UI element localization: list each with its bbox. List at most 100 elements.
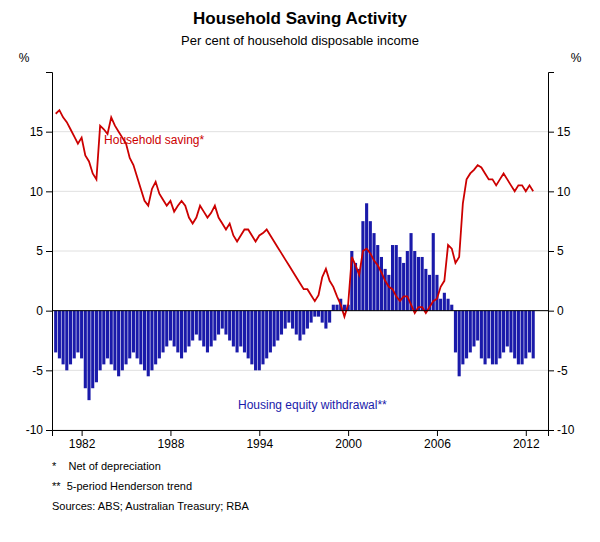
axis: -10-5051015 — [548, 73, 575, 438]
tick-mark — [548, 132, 554, 133]
bar — [169, 311, 172, 341]
bar — [113, 311, 116, 371]
grid-line — [52, 370, 548, 371]
tick: -5 — [32, 364, 52, 378]
bar — [291, 311, 294, 329]
bar — [62, 311, 65, 365]
tick: -10 — [548, 423, 575, 437]
bar — [387, 275, 390, 311]
bar — [236, 311, 239, 353]
bar — [265, 311, 268, 359]
bar — [258, 311, 261, 371]
bar — [124, 311, 127, 365]
tick: 5 — [36, 244, 52, 258]
bar — [528, 311, 531, 353]
bar — [76, 311, 79, 353]
tick-mark — [548, 191, 554, 192]
bar — [87, 311, 90, 401]
bar — [491, 311, 494, 365]
chart-svg: Household Saving ActivityPer cent of hou… — [0, 0, 600, 542]
axis-line — [46, 73, 53, 431]
tick-label: 5 — [36, 244, 43, 258]
axis-line — [53, 431, 549, 437]
line — [56, 110, 533, 316]
bar — [165, 311, 168, 347]
tick-label: -5 — [32, 364, 43, 378]
tick: 15 — [30, 125, 52, 139]
bar — [335, 305, 338, 311]
tick: -5 — [548, 364, 568, 378]
bar — [150, 311, 153, 371]
bar — [413, 251, 416, 311]
bar — [332, 305, 335, 311]
bar — [287, 311, 290, 323]
bar — [506, 311, 509, 347]
tick: 1988 — [158, 430, 185, 451]
bar — [472, 311, 475, 347]
bar — [206, 311, 209, 353]
tick: 1982 — [69, 430, 96, 451]
tick-label: -10 — [26, 423, 44, 437]
axis-line — [549, 73, 555, 431]
bar — [132, 311, 135, 353]
bar — [295, 311, 298, 335]
bar-series — [54, 203, 535, 400]
bar — [117, 311, 120, 377]
bar — [232, 311, 235, 347]
bar — [443, 293, 446, 311]
bar — [221, 311, 224, 329]
grid — [52, 132, 548, 430]
bar — [372, 233, 375, 311]
zero-line — [52, 310, 548, 311]
tick: 0 — [36, 304, 52, 318]
bar — [176, 311, 179, 353]
grid-line — [52, 251, 548, 252]
tick: 15 — [548, 125, 571, 139]
tick: 2006 — [424, 430, 451, 451]
marks — [54, 110, 535, 400]
tick-label: 0 — [557, 304, 564, 318]
bar — [498, 311, 501, 359]
tick-mark — [46, 251, 52, 252]
bar — [321, 311, 324, 323]
bar — [465, 311, 468, 359]
tick-mark — [170, 430, 171, 436]
bar — [250, 311, 253, 365]
bar — [228, 311, 231, 341]
tick-label: 1988 — [158, 437, 185, 451]
bar — [502, 311, 505, 353]
tick: 10 — [30, 185, 52, 199]
tick-mark — [259, 430, 260, 436]
bar — [513, 311, 516, 359]
bar — [532, 311, 535, 359]
tick: 2012 — [513, 430, 540, 451]
bar — [439, 299, 442, 311]
tick-label: 10 — [557, 185, 571, 199]
bar — [313, 311, 316, 317]
tick-mark — [548, 370, 554, 371]
bar — [476, 311, 479, 341]
tick-mark — [526, 430, 527, 436]
bar — [447, 299, 450, 311]
tick-mark — [548, 311, 554, 312]
bar — [302, 311, 305, 335]
bar — [128, 311, 131, 359]
tick-mark — [46, 311, 52, 312]
bar — [409, 233, 412, 311]
bar — [424, 269, 427, 311]
bar — [99, 311, 102, 371]
bar — [224, 311, 227, 335]
bar — [469, 311, 472, 353]
tick-label: 15 — [557, 125, 571, 139]
tick-mark — [437, 430, 438, 436]
bar — [461, 311, 464, 365]
bar — [80, 311, 83, 359]
bar — [54, 311, 57, 353]
bar — [395, 245, 398, 311]
bar — [276, 311, 279, 341]
tick-label: 0 — [36, 304, 43, 318]
bar — [261, 311, 264, 365]
bar — [173, 311, 176, 347]
bar — [91, 311, 94, 389]
bar — [317, 311, 320, 317]
